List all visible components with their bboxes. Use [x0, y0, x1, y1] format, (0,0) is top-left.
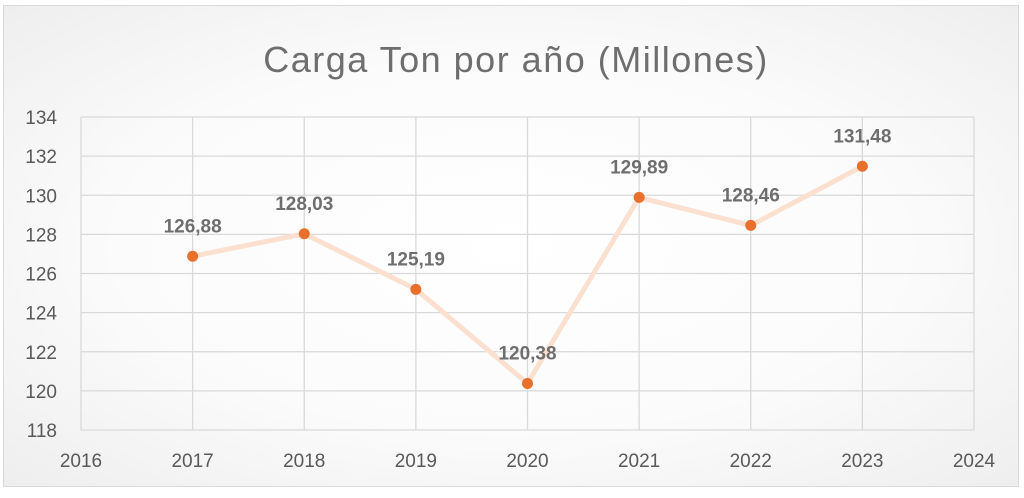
- y-tick-label: 134: [25, 108, 57, 129]
- data-label: 129,89: [610, 157, 668, 178]
- y-tick-label: 128: [25, 225, 57, 246]
- y-tick-label: 122: [25, 343, 57, 364]
- x-axis: 2016 2017 2018 2019 2020 2021 2022 2023 2024: [60, 451, 996, 472]
- y-tick-label: 126: [25, 265, 57, 286]
- y-tick-label: 132: [25, 147, 57, 168]
- scatter-chart: Carga Ton por año (Millones) 2016 2017 201…: [25, 39, 996, 472]
- data-label: 128,46: [722, 185, 780, 206]
- y-axis: 118 120 122 124 126 128 130 132 134: [25, 108, 57, 442]
- x-tick-label: 2021: [618, 451, 660, 472]
- data-point: [187, 250, 199, 262]
- data-label: 126,88: [164, 216, 222, 237]
- chart-area: Carga Ton por año (Millones) 2016 2017 201…: [3, 5, 1019, 487]
- data-point: [856, 160, 868, 172]
- data-point: [745, 219, 757, 231]
- y-tick-label: 118: [27, 421, 57, 442]
- x-tick-label: 2020: [506, 451, 548, 472]
- data-point: [410, 283, 422, 295]
- x-tick-label: 2023: [841, 451, 883, 472]
- data-point: [633, 191, 645, 203]
- x-tick-label: 2016: [60, 451, 102, 472]
- data-point: [298, 228, 310, 240]
- data-label: 131,48: [833, 126, 891, 147]
- chart-title: Carga Ton por año (Millones): [263, 39, 769, 80]
- data-label: 120,38: [498, 343, 556, 364]
- data-point: [522, 377, 533, 389]
- x-tick-label: 2024: [953, 451, 996, 472]
- data-label: 128,03: [275, 194, 333, 215]
- data-label: 125,19: [387, 249, 445, 270]
- y-tick-label: 120: [25, 382, 57, 403]
- gridlines: [80, 116, 975, 431]
- series: [187, 160, 868, 389]
- x-tick-label: 2018: [283, 451, 325, 472]
- x-tick-label: 2022: [730, 451, 772, 472]
- data-labels: 126,88 128,03 125,19 120,38 129,89 128,46 131,…: [164, 126, 892, 364]
- x-tick-label: 2017: [171, 451, 213, 472]
- x-tick-label: 2019: [395, 451, 437, 472]
- y-tick-label: 124: [25, 304, 57, 325]
- y-tick-label: 130: [25, 186, 57, 207]
